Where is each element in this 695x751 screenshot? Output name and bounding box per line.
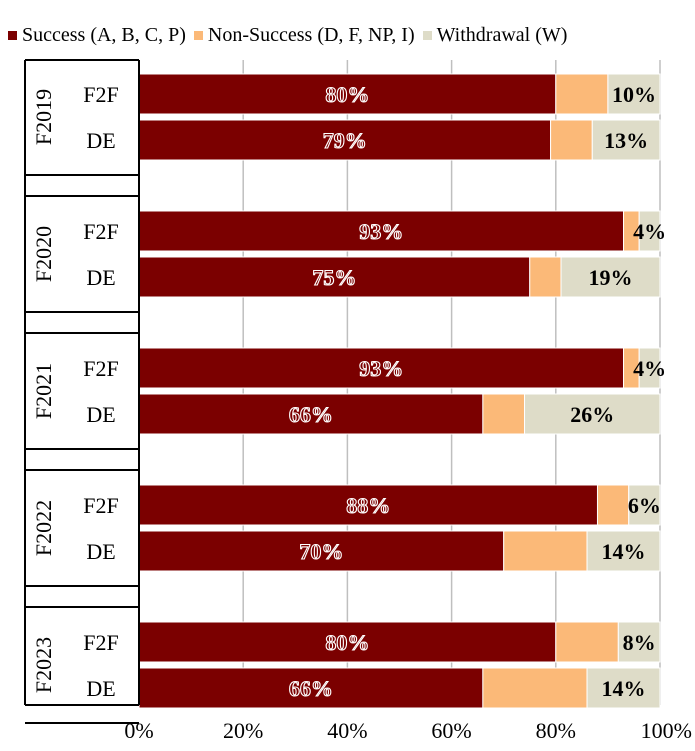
category-label-F2019-DE: DE bbox=[86, 128, 115, 153]
bar-F2022-F2F-s0 bbox=[138, 484, 598, 526]
category-label-F2019-F2F: F2F bbox=[83, 82, 118, 107]
category-label-F2020-DE: DE bbox=[86, 265, 115, 290]
x-tick-label-1: 20% bbox=[223, 718, 263, 743]
legend-swatch-1 bbox=[193, 30, 203, 40]
legend: Success (A, B, C, P) Non-Success (D, F, N… bbox=[0, 20, 695, 50]
data-label-withdrawal-F2021-F2F: 4% bbox=[633, 356, 666, 381]
x-tick-label-5: 100% bbox=[641, 718, 692, 743]
group-label-F2023: F2023 bbox=[31, 637, 56, 693]
bar-F2020-DE-s2 bbox=[560, 256, 661, 298]
data-label-withdrawal-F2019-F2F: 10% bbox=[612, 82, 656, 107]
data-label-success-F2019-F2F: 80% bbox=[325, 82, 369, 107]
group-label-F2021: F2021 bbox=[31, 363, 56, 419]
bar-F2022-F2F-s1 bbox=[596, 484, 630, 526]
data-label-success-F2020-F2F: 93% bbox=[359, 219, 403, 244]
bar-F2022-F2F-s2 bbox=[628, 484, 661, 526]
x-tick-label-3: 60% bbox=[431, 718, 471, 743]
data-label-success-F2023-DE: 66% bbox=[289, 676, 333, 701]
data-label-success-F2022-F2F: 88% bbox=[346, 493, 390, 518]
data-label-withdrawal-F2022-F2F: 6% bbox=[628, 493, 661, 518]
category-label-F2021-DE: DE bbox=[86, 402, 115, 427]
data-label-withdrawal-F2019-DE: 13% bbox=[604, 128, 648, 153]
bar-F2022-DE-s1 bbox=[503, 530, 588, 572]
data-label-withdrawal-F2023-DE: 14% bbox=[602, 676, 646, 701]
bar-F2021-DE-s0 bbox=[138, 393, 484, 435]
bar-F2019-DE-s1 bbox=[550, 119, 593, 161]
data-label-success-F2019-DE: 79% bbox=[323, 128, 367, 153]
category-label-F2022-DE: DE bbox=[86, 539, 115, 564]
bar-F2019-DE-s2 bbox=[591, 119, 661, 161]
data-label-withdrawal-F2023-F2F: 8% bbox=[623, 630, 656, 655]
legend-item-1: Non-Success (D, F, NP, I) bbox=[193, 23, 415, 47]
bar-F2020-DE-s0 bbox=[138, 256, 531, 298]
bar-F2019-F2F-s2 bbox=[607, 73, 661, 115]
group-label-F2022: F2022 bbox=[31, 500, 56, 556]
legend-label-2: Withdrawal (W) bbox=[436, 23, 568, 46]
bar-F2023-F2F-s1 bbox=[555, 621, 619, 663]
bar-F2023-DE-s2 bbox=[586, 667, 661, 709]
legend-swatch-2 bbox=[422, 30, 432, 40]
data-label-success-F2021-F2F: 93% bbox=[359, 356, 403, 381]
bar-F2021-DE-s1 bbox=[482, 393, 526, 435]
group-label-F2019: F2019 bbox=[31, 89, 56, 145]
bar-F2020-F2F-s0 bbox=[138, 210, 625, 252]
bar-F2023-F2F-s0 bbox=[138, 621, 557, 663]
x-tick-label-0: 0% bbox=[124, 718, 153, 743]
data-label-success-F2021-DE: 66% bbox=[289, 402, 333, 427]
bar-F2023-DE-s1 bbox=[482, 667, 588, 709]
category-label-F2023-F2F: F2F bbox=[83, 630, 118, 655]
bar-F2022-DE-s0 bbox=[138, 530, 505, 572]
data-label-success-F2020-DE: 75% bbox=[312, 265, 356, 290]
bar-F2020-DE-s1 bbox=[529, 256, 562, 298]
bar-F2019-F2F-s1 bbox=[555, 73, 609, 115]
data-label-withdrawal-F2021-DE: 26% bbox=[570, 402, 614, 427]
data-label-success-F2022-DE: 70% bbox=[299, 539, 343, 564]
legend-swatch-0 bbox=[8, 30, 17, 40]
data-label-success-F2023-F2F: 80% bbox=[325, 630, 369, 655]
legend-label-1: Non-Success (D, F, NP, I) bbox=[207, 23, 415, 46]
category-label-F2020-F2F: F2F bbox=[83, 219, 118, 244]
bar-F2020-F2F-s2 bbox=[638, 210, 661, 252]
legend-item-0: Success (A, B, C, P) bbox=[8, 24, 186, 47]
bar-F2019-F2F-s0 bbox=[138, 73, 557, 115]
bar-F2021-DE-s2 bbox=[524, 393, 661, 435]
bar-F2023-F2F-s2 bbox=[617, 621, 661, 663]
bar-F2022-DE-s2 bbox=[586, 530, 661, 572]
bar-F2021-F2F-s2 bbox=[638, 347, 661, 389]
data-label-withdrawal-F2022-DE: 14% bbox=[602, 539, 646, 564]
category-label-F2023-DE: DE bbox=[86, 676, 115, 701]
data-label-withdrawal-F2020-DE: 19% bbox=[589, 265, 633, 290]
category-label-F2022-F2F: F2F bbox=[83, 493, 118, 518]
x-tick-label-2: 40% bbox=[327, 718, 367, 743]
category-label-F2021-F2F: F2F bbox=[83, 356, 118, 381]
x-tick-label-4: 80% bbox=[536, 718, 576, 743]
group-label-F2020: F2020 bbox=[31, 226, 56, 282]
legend-label-0: Success (A, B, C, P) bbox=[22, 23, 186, 46]
legend-item-2: Withdrawal (W) bbox=[422, 23, 568, 47]
data-label-withdrawal-F2020-F2F: 4% bbox=[633, 219, 666, 244]
